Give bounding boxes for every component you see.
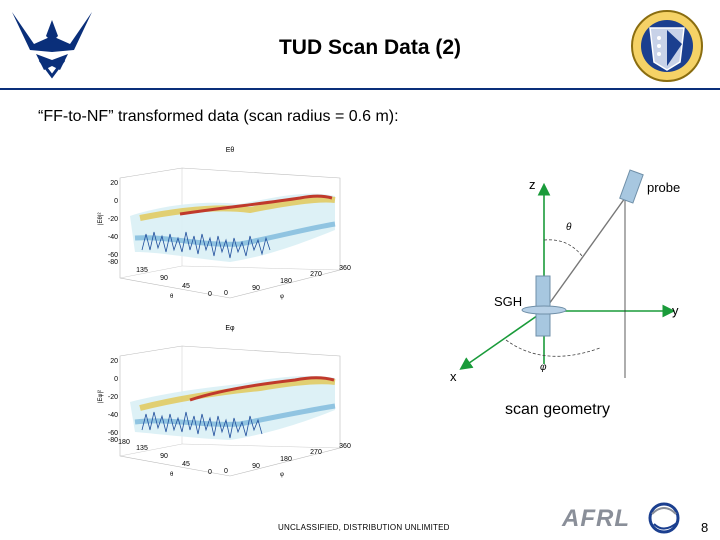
phi-tick: 90 (252, 463, 260, 470)
plot-title: Eφ (225, 325, 235, 332)
phi-tick: 90 (252, 285, 260, 292)
phi-tick: 180 (280, 456, 292, 463)
z-axis-ticks: 20 0 -20 -40 -60 -80 (108, 358, 118, 444)
theta-axis-label: θ (170, 472, 174, 478)
title-divider (0, 88, 720, 90)
page-number: 8 (701, 520, 709, 535)
y-axis-label: y (672, 303, 679, 318)
phi-axis-label: φ (280, 472, 284, 478)
geometry-caption: scan geometry (505, 401, 610, 418)
theta-tick: 135 (136, 267, 148, 274)
theta-axis-ticks: 180 135 90 45 0 (118, 439, 212, 476)
theta-tick: 0 (208, 469, 212, 476)
theta-axis-label: θ (170, 294, 174, 300)
probe-antenna (619, 169, 644, 204)
phi-tick: 180 (280, 278, 292, 285)
z-tick: -60 (108, 430, 118, 437)
theta-tick: 45 (182, 461, 190, 468)
surface-mesh (130, 376, 335, 440)
z-tick: -20 (108, 394, 118, 401)
z-axis-ticks: 20 0 -20 -40 -60 -80 (108, 180, 118, 266)
theta-tick: 180 (118, 439, 130, 446)
z-axis-label: |Eθ|² (98, 213, 104, 225)
afrl-seal-logo (631, 10, 703, 82)
sgh-flange (521, 305, 567, 315)
phi-tick: 270 (310, 449, 322, 456)
z-tick: -40 (108, 234, 118, 241)
z-axis-label: |Eφ|² (98, 390, 104, 403)
probe-vector (543, 197, 626, 312)
z-axis-label: z (529, 177, 536, 192)
phi-tick: 360 (339, 265, 351, 272)
phi-axis-ticks: 0 90 180 270 360 (224, 265, 351, 297)
z-tick: 20 (110, 358, 118, 365)
afrl-logo: AFRL (561, 502, 680, 534)
theta-tick: 90 (160, 275, 168, 282)
phi-label: φ (540, 362, 547, 373)
theta-tick: 0 (208, 291, 212, 298)
sgh-label: SGH (494, 294, 522, 309)
plot-title: Eθ (226, 147, 235, 154)
z-tick: -20 (108, 216, 118, 223)
classification-footer: UNCLASSIFIED, DISTRIBUTION UNLIMITED (278, 523, 450, 532)
x-axis-label: x (450, 369, 457, 384)
theta-label: θ (566, 222, 572, 233)
scan-geometry-diagram: z y x θ φ SGH probe (450, 169, 680, 384)
z-tick: 0 (114, 198, 118, 205)
phi-axis-label: φ (280, 294, 284, 300)
z-tick: 0 (114, 376, 118, 383)
x-axis (459, 310, 545, 370)
theta-arc (543, 239, 583, 257)
e-theta-surface-plot: Eθ 20 0 -20 -40 -60 -80 |Eθ|² 135 90 45 … (98, 147, 351, 300)
z-tick: -80 (108, 437, 118, 444)
phi-tick: 360 (339, 443, 351, 450)
z-tick: 20 (110, 180, 118, 187)
phi-tick: 270 (310, 271, 322, 278)
afrl-logo-text: AFRL (561, 505, 630, 532)
phi-tick: 0 (224, 468, 228, 475)
z-tick: -60 (108, 252, 118, 259)
phi-axis-ticks: 0 90 180 270 360 (224, 443, 351, 475)
phi-arc (505, 339, 601, 357)
phi-tick: 0 (224, 290, 228, 297)
theta-tick: 135 (136, 445, 148, 452)
slide-title: TUD Scan Data (2) (278, 36, 462, 59)
slide-subtitle: “FF-to-NF” transformed data (scan radius… (38, 108, 399, 125)
theta-axis-ticks: 135 90 45 0 (136, 267, 212, 298)
z-tick: -40 (108, 412, 118, 419)
z-tick: -80 (108, 259, 118, 266)
e-phi-surface-plot: Eφ 20 0 -20 -40 -60 -80 |Eφ|² 180 135 90… (98, 325, 351, 478)
theta-tick: 45 (182, 283, 190, 290)
air-force-logo (12, 12, 92, 79)
theta-tick: 90 (160, 453, 168, 460)
probe-label: probe (647, 180, 680, 195)
